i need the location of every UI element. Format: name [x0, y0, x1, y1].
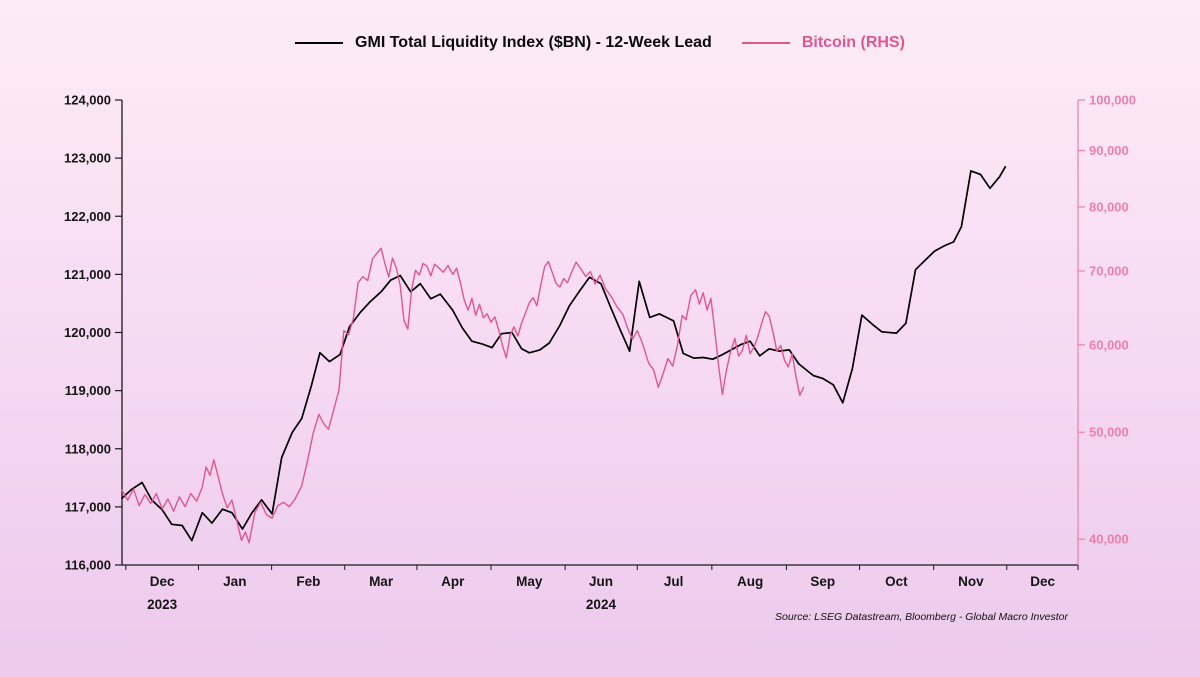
left-axis-tick-label: 121,000 [64, 267, 111, 282]
month-label: Dec [1030, 574, 1055, 589]
right-axis-tick-label: 60,000 [1089, 337, 1129, 352]
chart-legend: GMI Total Liquidity Index ($BN) - 12-Wee… [0, 34, 1200, 52]
left-axis-tick-label: 122,000 [64, 209, 111, 224]
left-axis-tick-label: 123,000 [64, 151, 111, 166]
right-axis-tick-label: 40,000 [1089, 532, 1129, 547]
month-label: Sep [810, 574, 835, 589]
month-label: Oct [885, 574, 908, 589]
btc-line-swatch [741, 42, 790, 44]
legend-label-gmi: GMI Total Liquidity Index ($BN) - 12-Wee… [355, 34, 712, 51]
left-axis-tick-label: 120,000 [64, 325, 111, 340]
series-line-btc [121, 247, 805, 544]
month-label: Aug [737, 574, 763, 589]
month-label: Nov [958, 574, 984, 589]
left-axis-tick-label: 118,000 [65, 441, 111, 456]
right-axis-tick-label: 50,000 [1089, 425, 1129, 440]
series-line-gmi [121, 165, 1007, 542]
left-axis-tick-label: 124,000 [64, 93, 111, 108]
legend-item-gmi: GMI Total Liquidity Index ($BN) - 12-Wee… [295, 34, 712, 52]
month-label: Dec [150, 574, 175, 589]
right-axis-tick-label: 80,000 [1089, 199, 1129, 214]
legend-label-btc: Bitcoin (RHS) [801, 34, 905, 51]
gmi-line-swatch [295, 42, 344, 44]
right-axis-tick-label: 90,000 [1089, 143, 1129, 158]
left-axis-tick-label: 119,000 [65, 383, 111, 398]
month-label: Feb [296, 574, 320, 589]
left-axis-tick-label: 116,000 [65, 558, 111, 573]
month-label: May [516, 574, 543, 589]
axes-layer: 116,000 117,000 118,000 119,000 120,000 121,0… [64, 93, 1136, 613]
month-label: Mar [369, 574, 394, 589]
month-label: Jan [223, 574, 246, 589]
series-layer [121, 165, 1007, 544]
year-label: 2024 [586, 597, 617, 612]
left-axis-tick-label: 117,000 [65, 499, 111, 514]
year-label: 2023 [147, 597, 178, 612]
source-note: Source: LSEG Datastream, Bloomberg - Glo… [775, 611, 1068, 623]
month-label: Jul [664, 574, 684, 589]
month-label: Jun [589, 574, 613, 589]
right-axis-tick-label: 100,000 [1089, 93, 1136, 108]
month-label: Apr [441, 574, 465, 589]
legend-item-btc: Bitcoin (RHS) [741, 34, 905, 52]
right-axis-tick-label: 70,000 [1089, 263, 1129, 278]
